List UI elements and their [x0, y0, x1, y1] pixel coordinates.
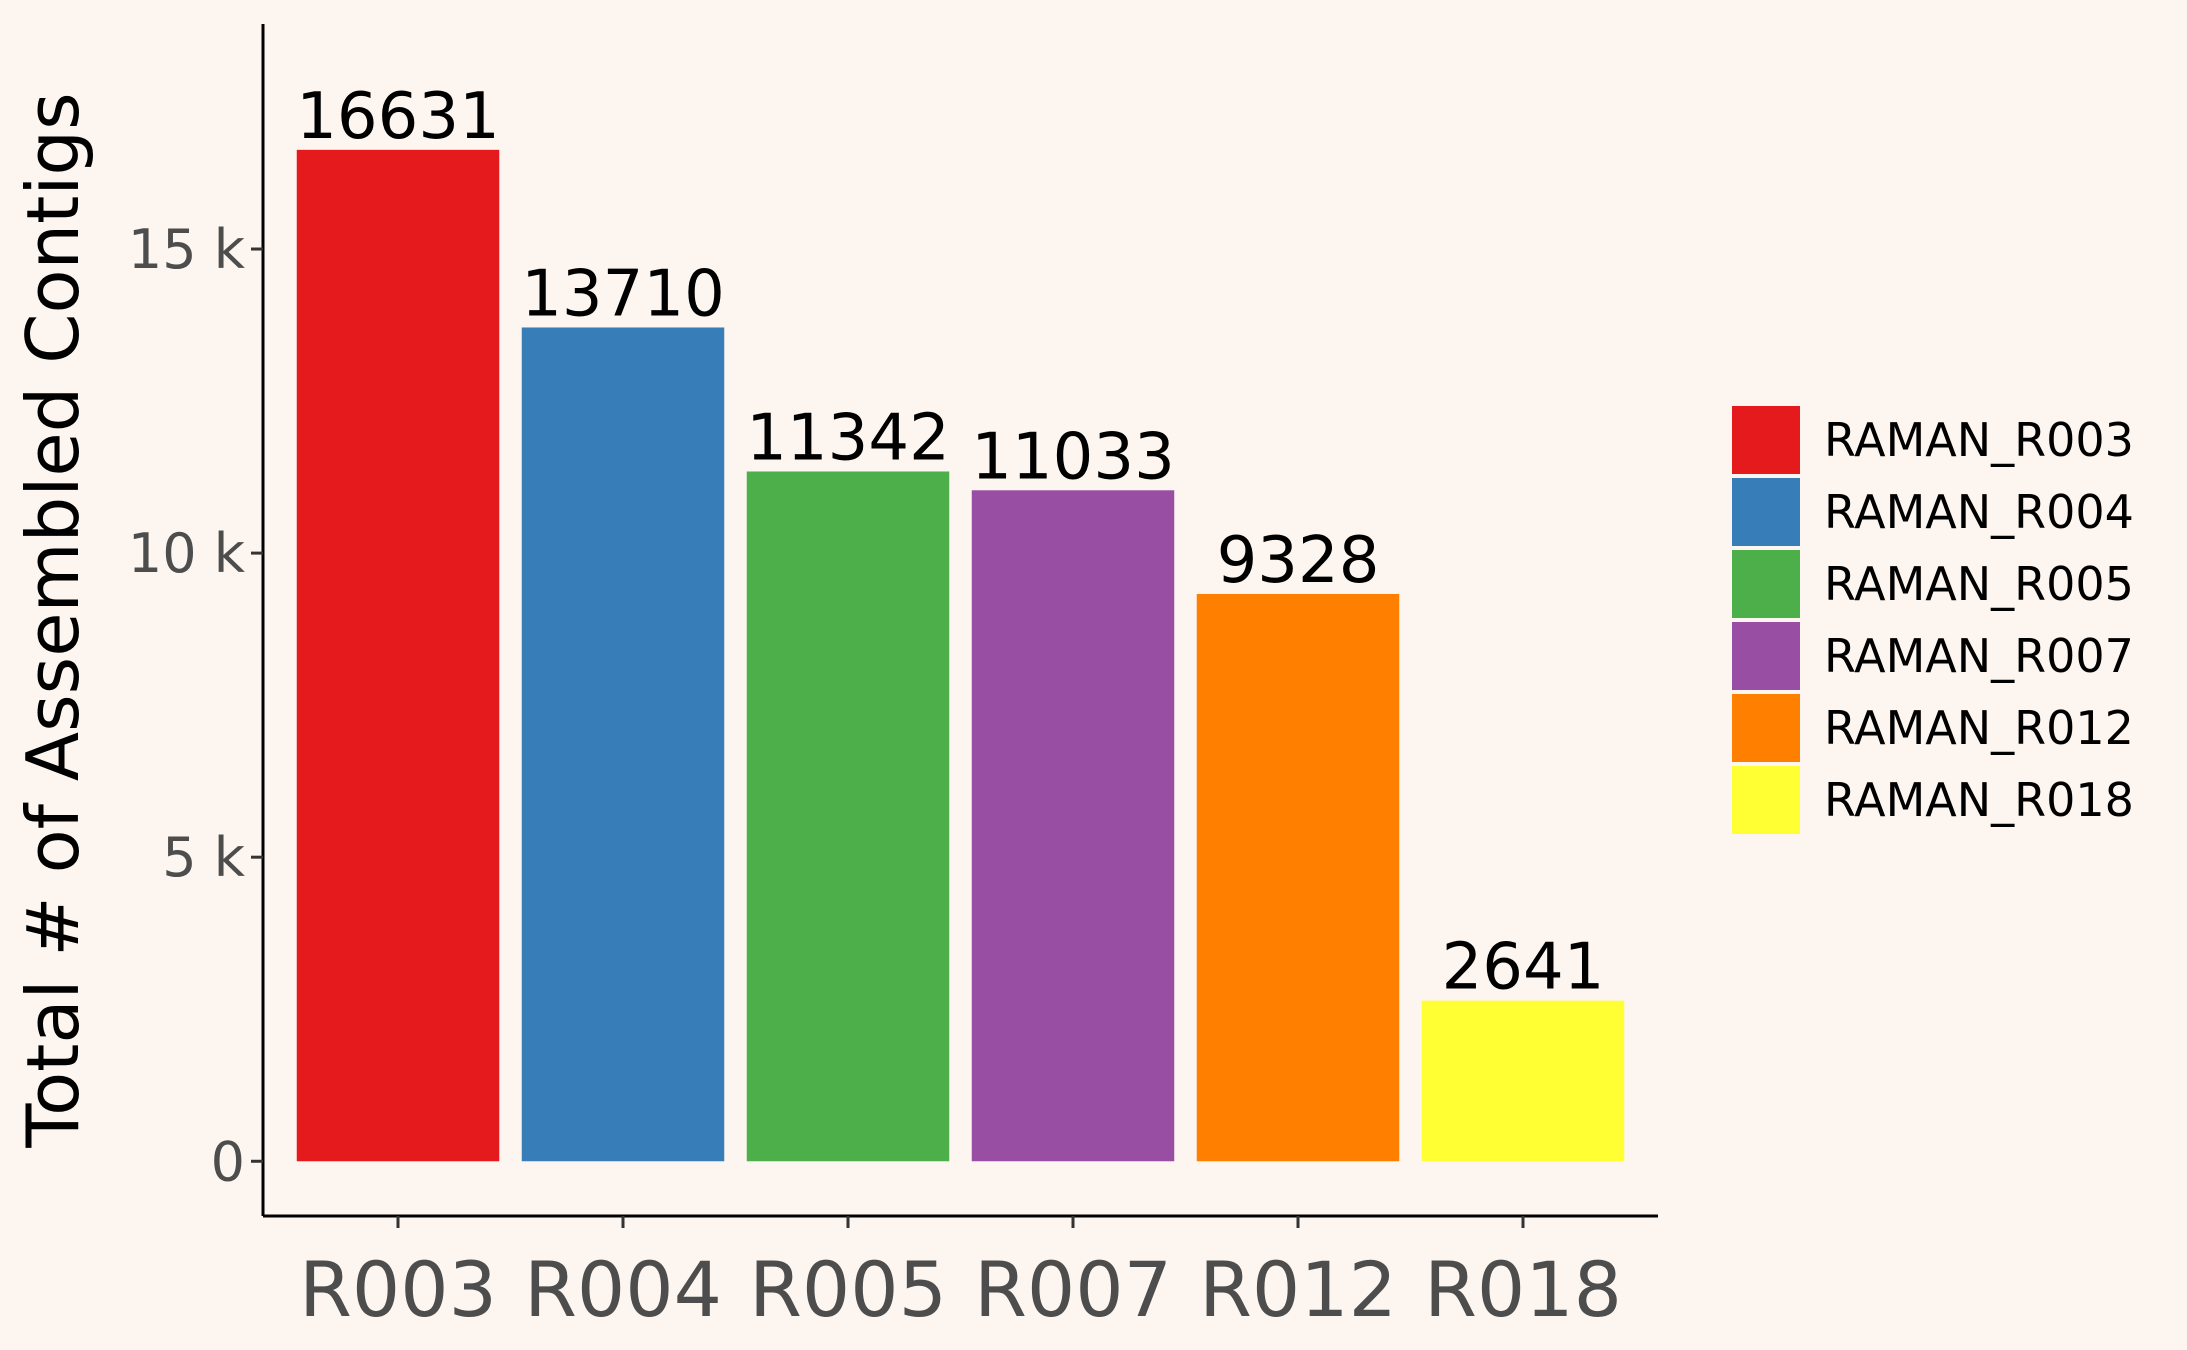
legend-label: RAMAN_R004: [1824, 485, 2134, 539]
legend-label: RAMAN_R012: [1824, 701, 2134, 755]
legend-swatch: [1732, 478, 1800, 546]
x-tick-label-r012: R012: [1199, 1245, 1397, 1334]
value-label-r018: 2641: [1442, 931, 1605, 1005]
y-axis-title: Total # of Assembled Contigs: [11, 92, 95, 1148]
legend: RAMAN_R003 RAMAN_R004 RAMAN_R005 RAMAN_R007…: [1732, 406, 2134, 834]
legend-label: RAMAN_R007: [1824, 629, 2134, 683]
bar-r003: [296, 149, 500, 1162]
bar-r004: [521, 327, 725, 1162]
value-label-r012: 9328: [1217, 524, 1380, 598]
legend-swatch: [1732, 766, 1800, 834]
bar-r005: [746, 471, 950, 1162]
value-label-r004: 13710: [521, 257, 725, 331]
x-tick-label-r004: R004: [524, 1245, 722, 1334]
value-label-r003: 16631: [296, 80, 500, 154]
bar-r018: [1421, 1000, 1625, 1162]
legend-label: RAMAN_R005: [1824, 557, 2134, 611]
legend-swatch: [1732, 622, 1800, 690]
x-tick-label-r018: R018: [1424, 1245, 1622, 1334]
bar-r007: [971, 490, 1175, 1162]
x-ticks: R003 R004 R005 R007 R012 R018: [299, 1216, 1622, 1334]
legend-label: RAMAN_R003: [1824, 413, 2134, 467]
x-tick-label-r007: R007: [974, 1245, 1172, 1334]
x-tick-label-r003: R003: [299, 1245, 497, 1334]
y-tick-label: 15 k: [128, 218, 246, 281]
y-tick-label: 5 k: [162, 826, 246, 889]
legend-label: RAMAN_R018: [1824, 773, 2134, 827]
legend-swatch: [1732, 550, 1800, 618]
bars: [296, 149, 1625, 1162]
bar-r012: [1196, 593, 1400, 1162]
y-tick-label: 0: [211, 1130, 245, 1193]
legend-swatch: [1732, 694, 1800, 762]
value-labels: 16631 13710 11342 11033 9328 2641: [296, 80, 1604, 1005]
y-tick-label: 10 k: [128, 522, 246, 585]
x-tick-label-r005: R005: [749, 1245, 947, 1334]
legend-swatch: [1732, 406, 1800, 474]
value-label-r007: 11033: [971, 420, 1175, 494]
y-ticks: 0 5 k 10 k 15 k: [128, 218, 263, 1193]
value-label-r005: 11342: [746, 401, 950, 475]
